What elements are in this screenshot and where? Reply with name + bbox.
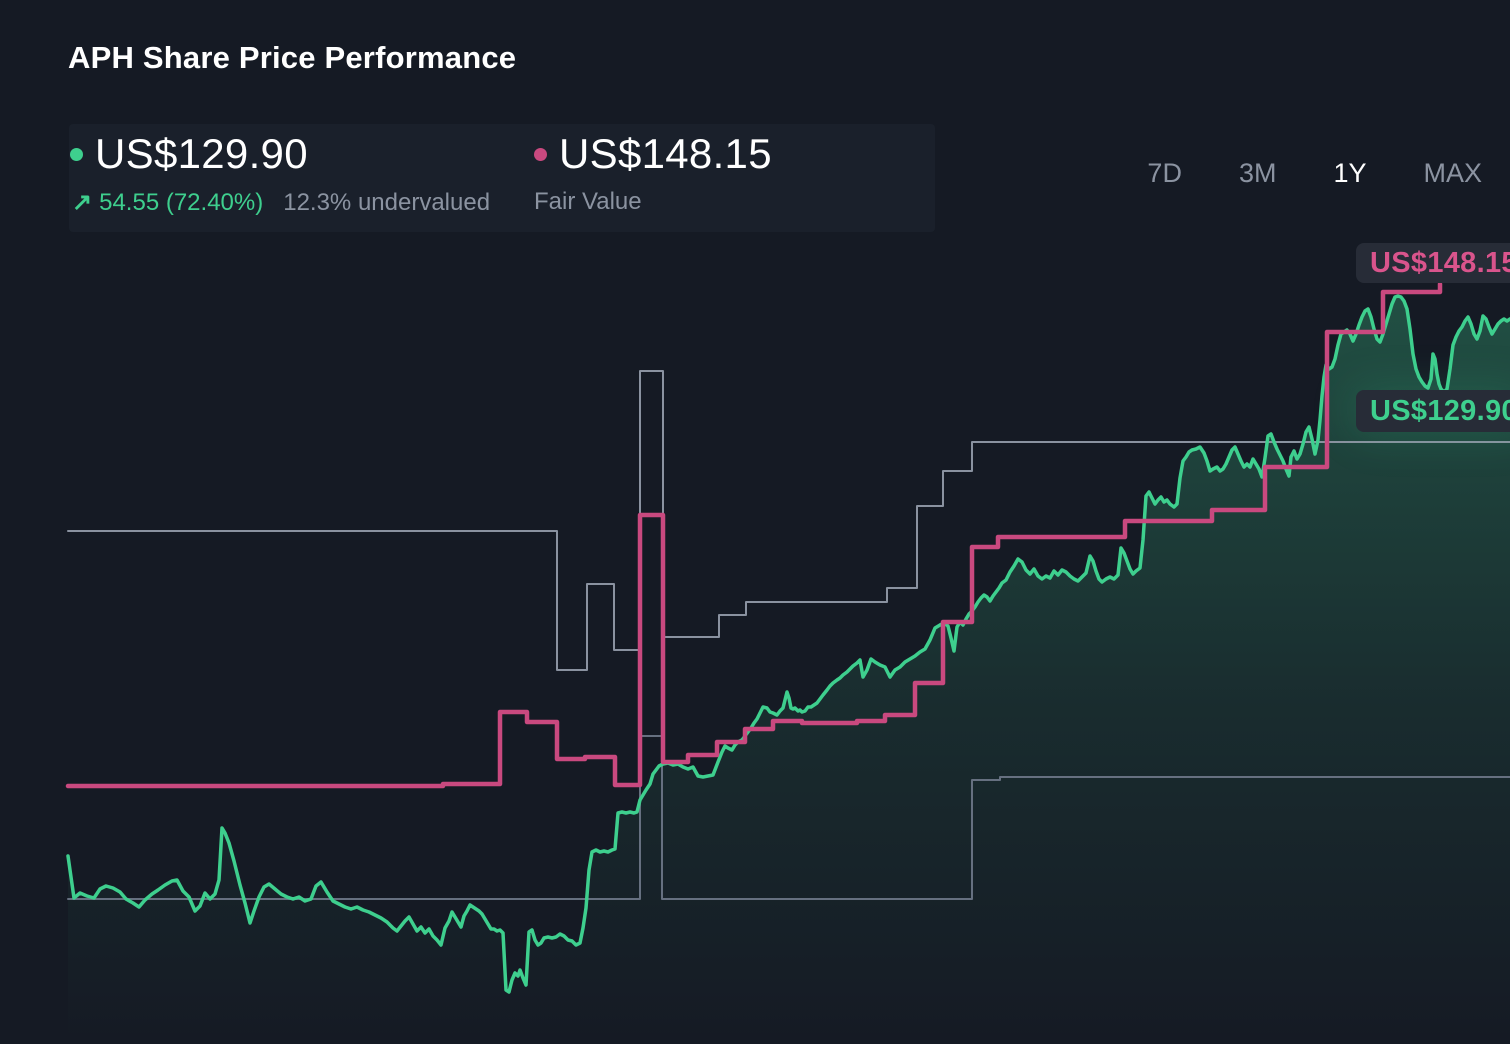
share-price-line: [66, 294, 1510, 994]
current-price-dot-icon: [70, 147, 83, 161]
current-price-group: US$129.90 ↗ 54.55 (72.40%) 12.3% underva…: [70, 130, 490, 217]
fair-value-step-line: [65, 281, 1443, 789]
current-price-badge: US$129.90: [1356, 390, 1510, 432]
fair-value-group: US$148.15 Fair Value: [534, 130, 772, 216]
fair-value-dot-icon: [534, 147, 547, 161]
share-price-area: [68, 296, 1510, 1044]
range-option-3m[interactable]: 3M: [1238, 158, 1277, 188]
analyst-low-step-line: [67, 735, 1510, 900]
fair-value-caption: Fair Value: [534, 188, 642, 215]
current-price-value: US$129.90: [95, 130, 308, 177]
header-panel: [69, 124, 935, 232]
range-option-7d[interactable]: 7D: [1147, 158, 1182, 188]
valuation-label: 12.3% undervalued: [283, 188, 491, 216]
time-range-selector: 7D 3M 1Y MAX: [1147, 158, 1482, 189]
fair-value-badge: US$148.15: [1356, 243, 1510, 283]
up-arrow-icon: ↗: [72, 189, 93, 216]
price-change: 54.55 (72.40%): [99, 188, 264, 216]
range-option-max[interactable]: MAX: [1423, 158, 1482, 188]
range-option-1y[interactable]: 1Y: [1333, 158, 1367, 188]
page-title: APH Share Price Performance: [68, 40, 517, 75]
analyst-high-step-line: [67, 370, 1510, 671]
fair-value-value: US$148.15: [559, 130, 772, 177]
